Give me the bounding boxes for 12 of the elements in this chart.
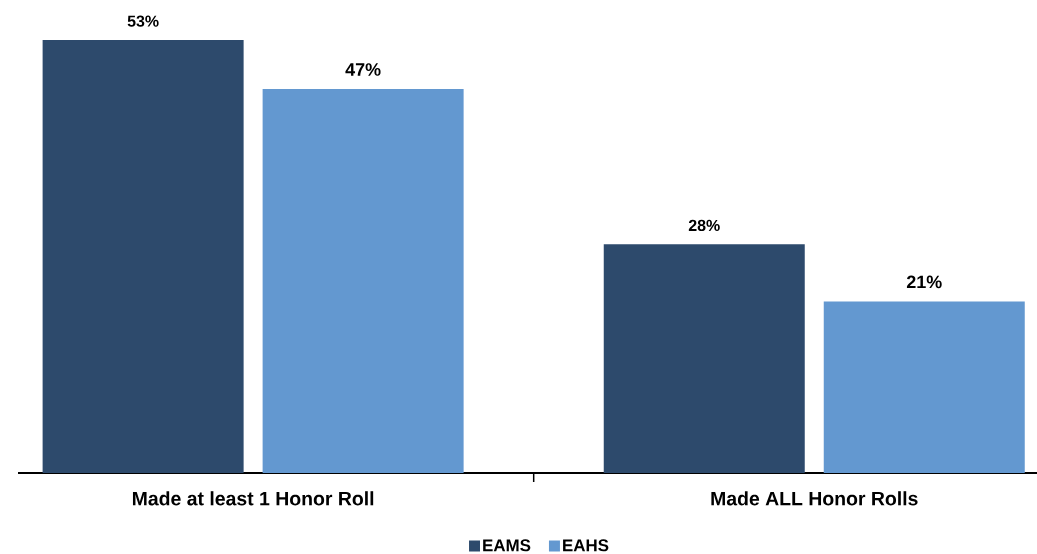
bar [823, 301, 1025, 473]
bar [603, 244, 805, 473]
legend-label: EAMS [483, 539, 531, 552]
data-label: 47% [345, 63, 381, 76]
data-label: 53% [127, 15, 159, 27]
x-tick-label: Made at least 1 Honor Roll [132, 491, 374, 506]
bar [42, 40, 244, 473]
data-label: 21% [906, 275, 942, 289]
data-label: 28% [688, 219, 720, 232]
x-tick-label: Made ALL Honor Rolls [711, 491, 918, 506]
legend-label: EAHS [563, 539, 609, 552]
bar [262, 89, 464, 473]
